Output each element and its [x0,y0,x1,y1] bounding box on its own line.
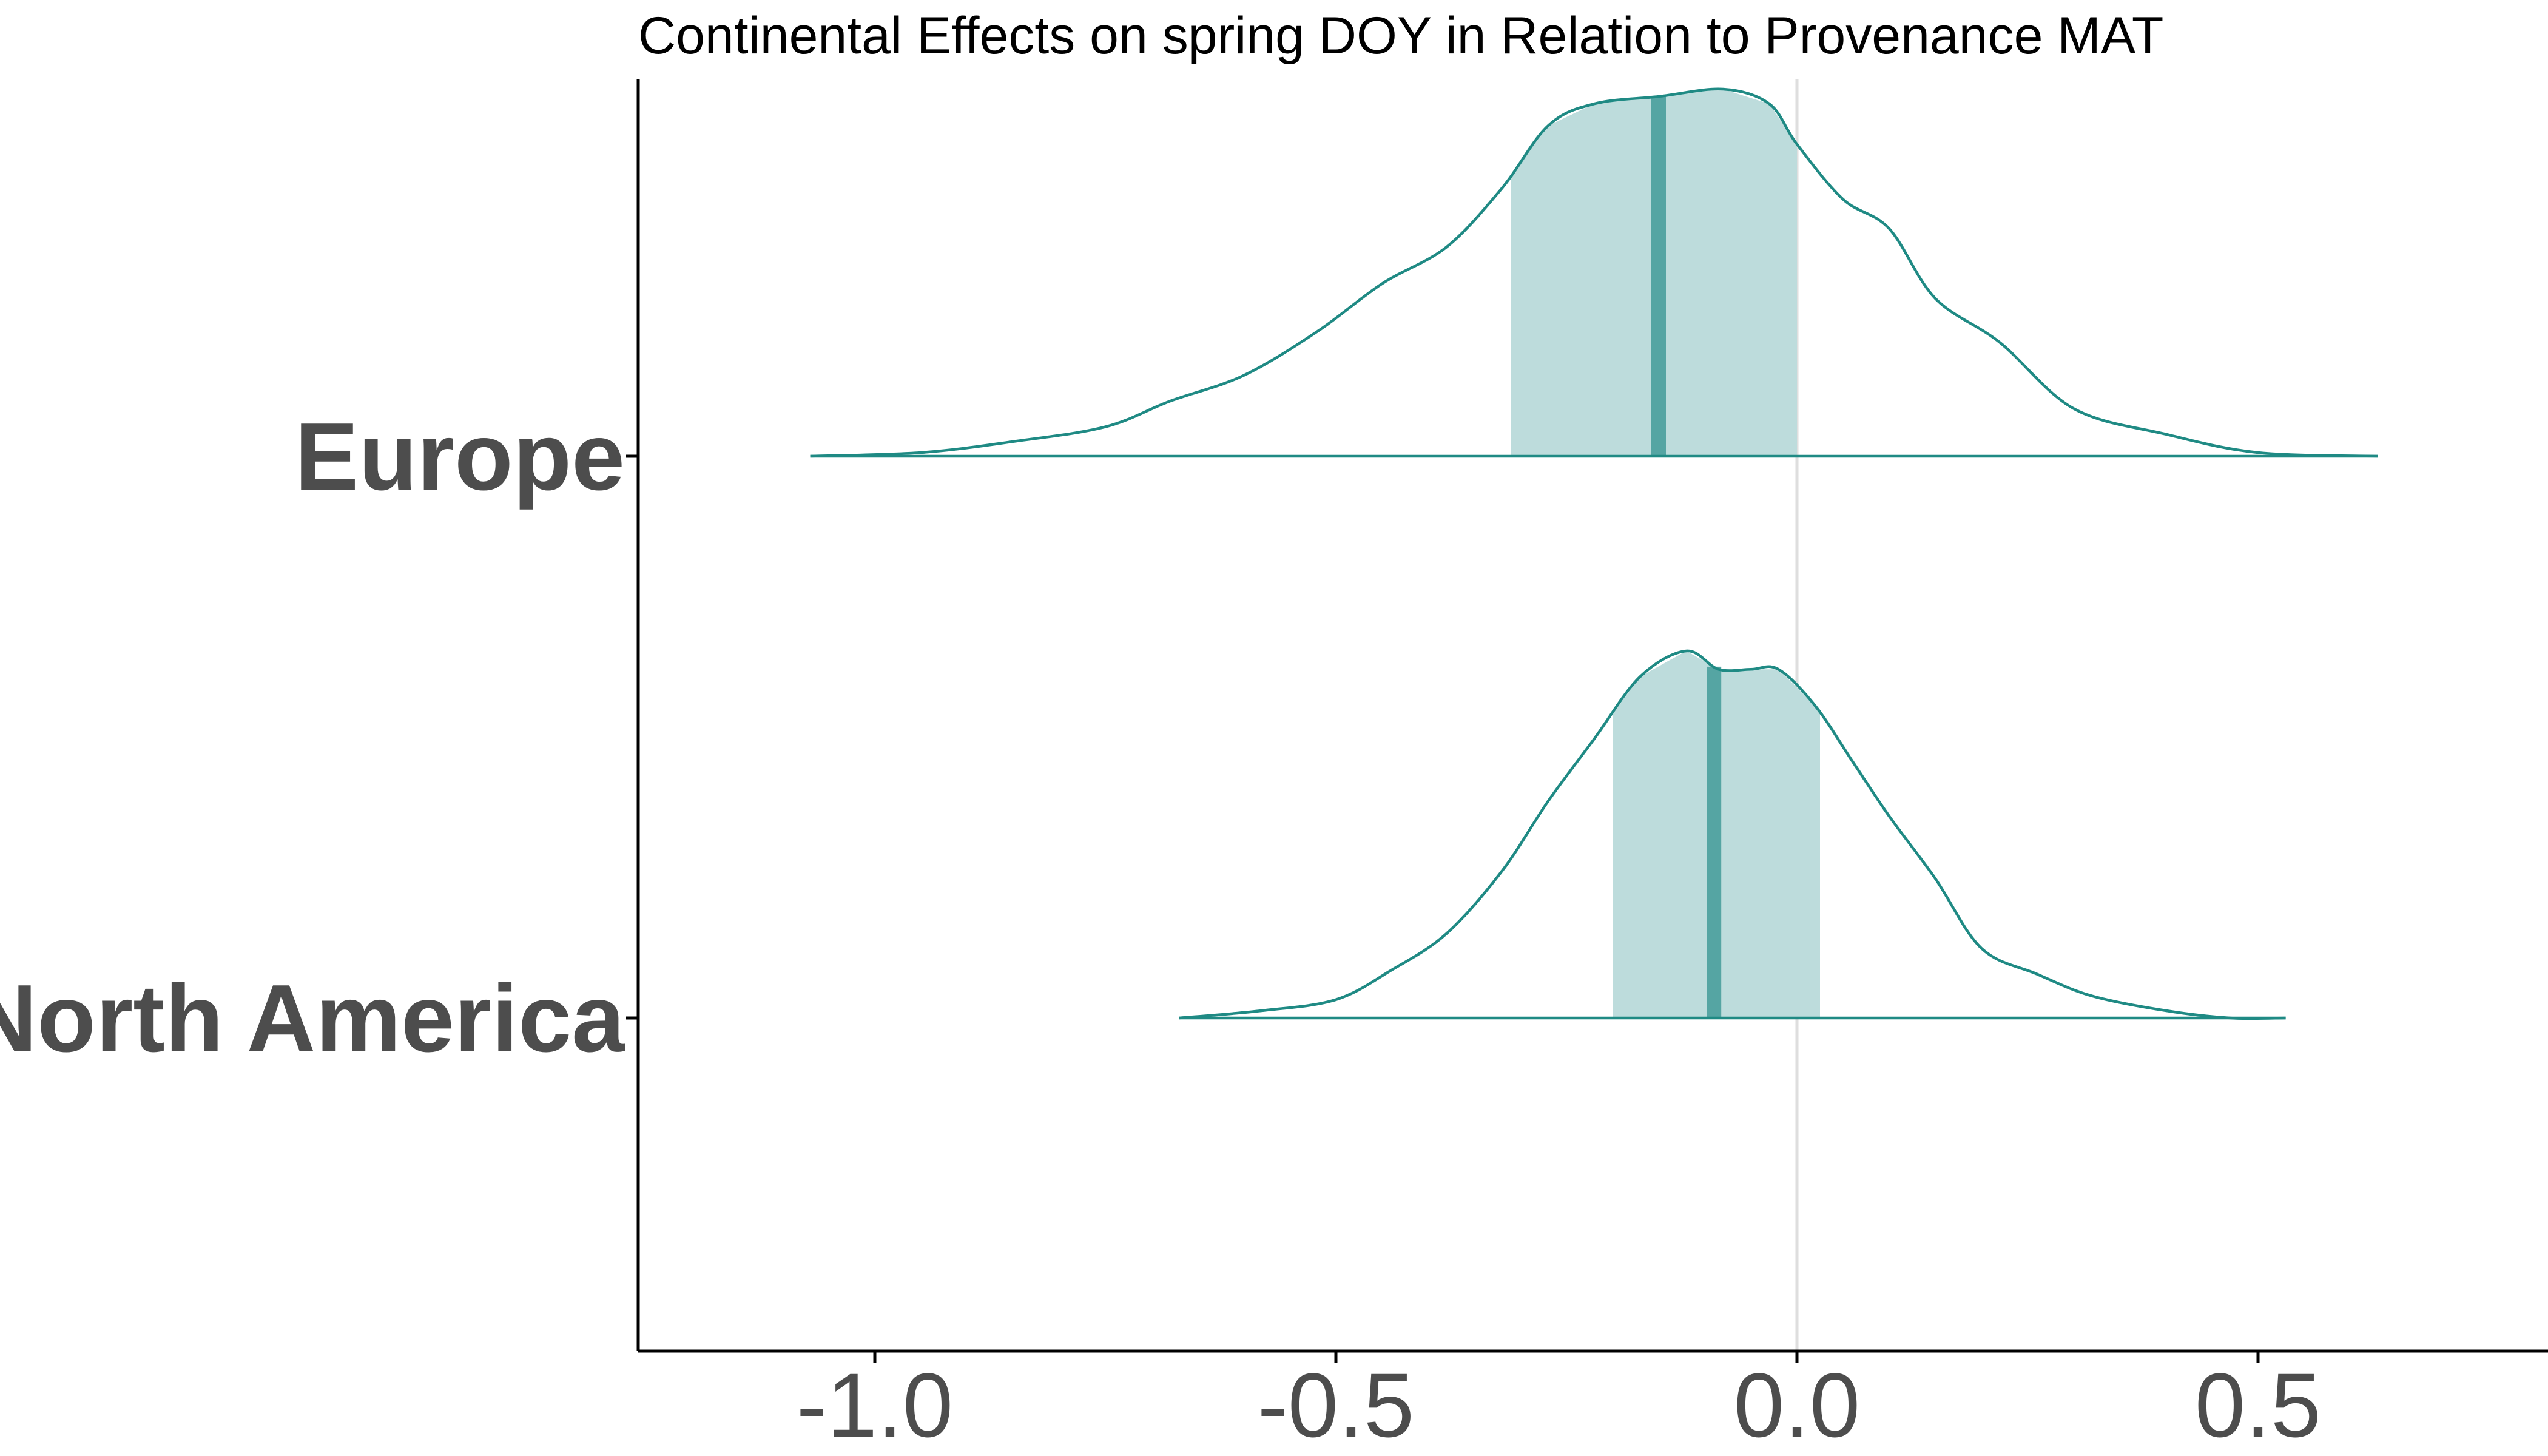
x-tick-label: 0.0 [1734,1354,1861,1456]
ridges-group [810,87,2378,1020]
x-axis-ticks: -1.0 -0.5 0.0 0.5 [797,1351,2322,1456]
ridge-europe [810,87,2378,458]
y-axis-ticks: Europe North America [0,403,638,1072]
x-tick-label: -1.0 [797,1354,953,1456]
chart-title: Continental Effects on spring DOY in Rel… [638,7,2163,65]
x-tick-label: 0.5 [2195,1354,2322,1456]
density-curve-europe [810,87,2378,458]
ridge-north-america [1179,649,2286,1020]
y-category-label: North America [0,965,625,1072]
x-tick-label: -0.5 [1258,1354,1414,1456]
density-curve-north-america [1179,649,2286,1020]
y-category-label: Europe [295,403,625,510]
